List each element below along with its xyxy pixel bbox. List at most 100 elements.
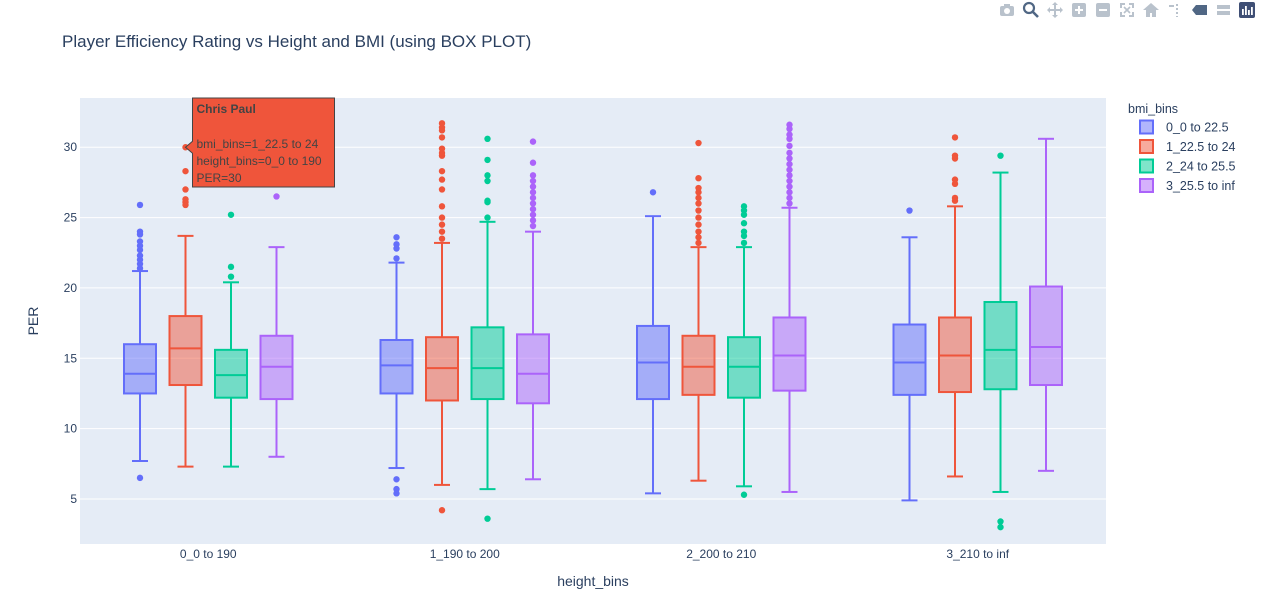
outlier-point bbox=[529, 172, 537, 179]
series-4 bbox=[259, 121, 1063, 493]
outlier-point bbox=[136, 252, 144, 259]
series-2 bbox=[168, 120, 972, 514]
legend-swatch bbox=[1139, 178, 1154, 193]
hover-title: Chris Paul bbox=[197, 102, 256, 116]
box bbox=[516, 138, 550, 481]
gridlines bbox=[80, 146, 1106, 500]
plotly-logo-icon[interactable] bbox=[1236, 0, 1257, 20]
outlier-point bbox=[695, 228, 702, 235]
outlier-point bbox=[484, 515, 491, 522]
outlier-point bbox=[529, 159, 537, 166]
legend-item-4[interactable]: 3_25.5 to inf bbox=[1139, 178, 1235, 193]
legend: bmi_bins 0_0 to 22.5 1_22.5 to 24 2_24 to … bbox=[1128, 102, 1236, 193]
box bbox=[1029, 137, 1063, 472]
spike-lines-icon[interactable] bbox=[1164, 0, 1185, 20]
outlier-point bbox=[273, 193, 280, 200]
modebar bbox=[996, 0, 1257, 20]
hover-box bbox=[184, 97, 335, 188]
outlier-point bbox=[529, 205, 537, 213]
outlier-point bbox=[529, 183, 537, 190]
box bbox=[425, 120, 459, 514]
outlier-point bbox=[136, 201, 144, 209]
outlier-point bbox=[438, 186, 446, 193]
outlier-point bbox=[529, 194, 537, 202]
outlier-point bbox=[997, 518, 1004, 525]
outlier-point bbox=[740, 220, 748, 227]
outlier-point bbox=[484, 135, 491, 143]
iqr-box bbox=[516, 333, 550, 405]
legend-label: 0_0 to 22.5 bbox=[1166, 121, 1229, 135]
iqr-box bbox=[892, 323, 927, 396]
outlier-point bbox=[529, 217, 537, 224]
legend-item-1[interactable]: 0_0 to 22.5 bbox=[1139, 119, 1229, 135]
legend-label: 1_22.5 to 24 bbox=[1166, 140, 1236, 154]
outlier-point bbox=[438, 145, 446, 152]
outlier-point bbox=[393, 234, 400, 241]
chart-title: Player Efficiency Rating vs Height and B… bbox=[62, 32, 531, 51]
outlier-point bbox=[529, 211, 537, 218]
outlier-point bbox=[786, 149, 793, 157]
outlier-point bbox=[438, 120, 446, 127]
y-tick-label: 15 bbox=[64, 351, 78, 365]
hover-line: PER=30 bbox=[197, 171, 242, 185]
legend-swatch bbox=[1139, 139, 1154, 154]
outlier-point bbox=[393, 476, 400, 483]
outlier-point bbox=[182, 186, 189, 193]
outlier-point bbox=[227, 211, 235, 218]
outlier-point bbox=[786, 142, 793, 150]
home-icon[interactable] bbox=[1140, 0, 1161, 20]
outlier-point bbox=[695, 221, 702, 228]
outlier-point bbox=[484, 177, 491, 185]
outlier-point bbox=[438, 221, 446, 228]
hover-tooltip: Chris Paul bmi_bins=1_22.5 to 24 height_bi… bbox=[184, 97, 335, 188]
box bbox=[636, 189, 670, 495]
outlier-point bbox=[695, 207, 702, 214]
outlier-point bbox=[786, 177, 793, 185]
zoom-out-icon[interactable] bbox=[1092, 0, 1113, 20]
outlier-point bbox=[786, 121, 793, 128]
outlier-point bbox=[649, 189, 657, 196]
camera-icon[interactable] bbox=[996, 0, 1017, 20]
zoom-icon[interactable] bbox=[1020, 0, 1041, 20]
outlier-point bbox=[484, 197, 491, 204]
box bbox=[123, 201, 157, 482]
iqr-box bbox=[1029, 285, 1063, 387]
outlier-point bbox=[484, 156, 491, 164]
outlier-point bbox=[529, 177, 537, 185]
outlier-point bbox=[393, 485, 400, 493]
outlier-point bbox=[136, 228, 144, 235]
hover-closest-icon[interactable] bbox=[1188, 0, 1209, 20]
outlier-point bbox=[951, 134, 959, 141]
iqr-box bbox=[772, 316, 807, 392]
outlier-point bbox=[786, 131, 793, 138]
outlier-point bbox=[529, 222, 537, 230]
legend-swatch bbox=[1139, 119, 1154, 135]
autoscale-icon[interactable] bbox=[1116, 0, 1137, 20]
outlier-point bbox=[786, 189, 793, 196]
legend-item-2[interactable]: 1_22.5 to 24 bbox=[1139, 139, 1236, 154]
outlier-point bbox=[951, 152, 959, 159]
outlier-point bbox=[951, 194, 959, 202]
outlier-point bbox=[740, 203, 748, 210]
pan-icon[interactable] bbox=[1044, 0, 1065, 20]
box bbox=[727, 203, 761, 498]
outlier-point bbox=[438, 235, 446, 242]
outlier-point bbox=[182, 196, 189, 203]
legend-item-3[interactable]: 2_24 to 25.5 bbox=[1139, 158, 1236, 174]
outlier-point bbox=[438, 507, 446, 514]
x-tick-label: 2_200 to 210 bbox=[686, 547, 756, 561]
outlier-point bbox=[786, 155, 793, 162]
outlier-point bbox=[951, 176, 959, 183]
box bbox=[259, 193, 294, 458]
outlier-point bbox=[740, 491, 748, 498]
zoom-in-icon[interactable] bbox=[1068, 0, 1089, 20]
outlier-point bbox=[695, 239, 702, 247]
box bbox=[892, 207, 927, 502]
outlier-point bbox=[136, 238, 144, 245]
outlier-point bbox=[438, 167, 446, 175]
hover-compare-icon[interactable] bbox=[1212, 0, 1233, 20]
outlier-point bbox=[227, 263, 235, 271]
y-tick-label: 25 bbox=[64, 211, 78, 225]
hover-line: bmi_bins=1_22.5 to 24 bbox=[197, 137, 319, 151]
outlier-point bbox=[695, 214, 702, 221]
